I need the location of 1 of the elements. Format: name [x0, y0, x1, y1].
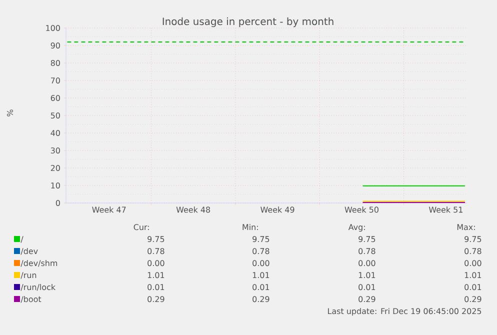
chart-title: Inode usage in percent - by month: [162, 17, 334, 28]
